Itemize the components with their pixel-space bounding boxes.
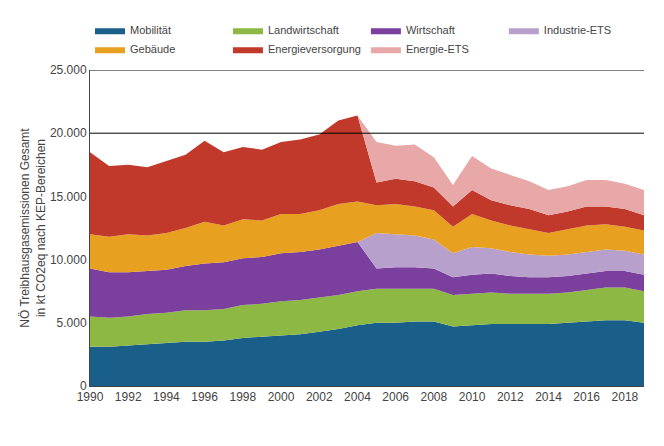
svg-text:10.000: 10.000: [50, 253, 87, 267]
svg-text:2018: 2018: [612, 390, 639, 404]
svg-text:2004: 2004: [344, 390, 371, 404]
svg-text:1998: 1998: [229, 390, 256, 404]
svg-text:1992: 1992: [115, 390, 142, 404]
svg-text:2012: 2012: [497, 390, 524, 404]
svg-text:Gebäude: Gebäude: [130, 43, 175, 55]
svg-text:25.000: 25.000: [50, 63, 87, 77]
svg-text:Landwirtschaft: Landwirtschaft: [268, 24, 339, 36]
svg-text:2014: 2014: [535, 390, 562, 404]
svg-text:2006: 2006: [382, 390, 409, 404]
svg-text:2016: 2016: [573, 390, 600, 404]
svg-text:Energieversorgung: Energieversorgung: [268, 43, 361, 55]
svg-text:5.000: 5.000: [57, 316, 87, 330]
svg-text:Energie-ETS: Energie-ETS: [406, 43, 469, 55]
svg-text:Mobilität: Mobilität: [130, 24, 171, 36]
svg-text:NÖ Treibhausgasemissionen Gesa: NÖ Treibhausgasemissionen Gesamtin kt CO…: [18, 128, 48, 328]
svg-text:15.000: 15.000: [50, 190, 87, 204]
svg-text:20.000: 20.000: [50, 126, 87, 140]
svg-text:2008: 2008: [421, 390, 448, 404]
svg-text:2000: 2000: [268, 390, 295, 404]
svg-text:1990: 1990: [77, 390, 104, 404]
svg-text:1996: 1996: [191, 390, 218, 404]
svg-text:1994: 1994: [153, 390, 180, 404]
svg-text:Industrie-ETS: Industrie-ETS: [544, 24, 611, 36]
svg-text:0: 0: [80, 379, 87, 393]
svg-text:2010: 2010: [459, 390, 486, 404]
svg-text:2002: 2002: [306, 390, 333, 404]
svg-text:Wirtschaft: Wirtschaft: [406, 24, 455, 36]
